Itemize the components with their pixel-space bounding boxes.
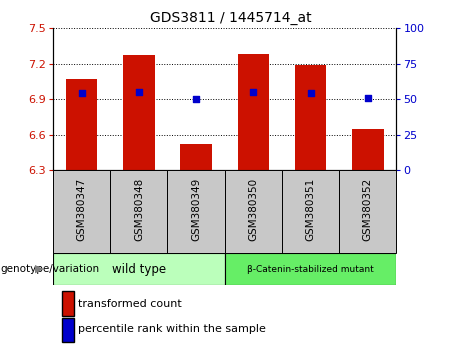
Point	[364, 95, 372, 101]
Text: ▶: ▶	[35, 264, 44, 274]
Text: percentile rank within the sample: percentile rank within the sample	[78, 324, 266, 335]
Point	[250, 89, 257, 95]
Text: transformed count: transformed count	[78, 298, 182, 309]
Point	[307, 90, 314, 96]
Text: GSM380352: GSM380352	[363, 178, 373, 241]
Bar	[53, 253, 225, 285]
Text: GDS3811 / 1445714_at: GDS3811 / 1445714_at	[150, 11, 311, 25]
Bar	[282, 170, 339, 253]
Point	[135, 89, 142, 95]
Text: GSM380351: GSM380351	[306, 178, 316, 241]
Bar	[167, 170, 225, 253]
Point	[78, 90, 85, 96]
Bar	[53, 170, 110, 253]
Bar	[237, 54, 269, 170]
Text: GSM380347: GSM380347	[77, 178, 87, 241]
Text: GSM380348: GSM380348	[134, 178, 144, 241]
Point	[192, 96, 200, 102]
Text: wild type: wild type	[112, 263, 166, 275]
Bar	[180, 144, 212, 170]
Bar	[352, 129, 384, 170]
Bar	[110, 170, 167, 253]
Bar	[225, 253, 396, 285]
Bar	[123, 56, 154, 170]
Bar	[225, 170, 282, 253]
Bar	[339, 170, 396, 253]
Text: β-Catenin-stabilized mutant: β-Catenin-stabilized mutant	[247, 264, 374, 274]
Text: GSM380349: GSM380349	[191, 178, 201, 241]
Text: genotype/variation: genotype/variation	[0, 264, 99, 274]
Bar	[66, 79, 97, 170]
Bar	[295, 65, 326, 170]
Text: GSM380350: GSM380350	[248, 178, 258, 241]
